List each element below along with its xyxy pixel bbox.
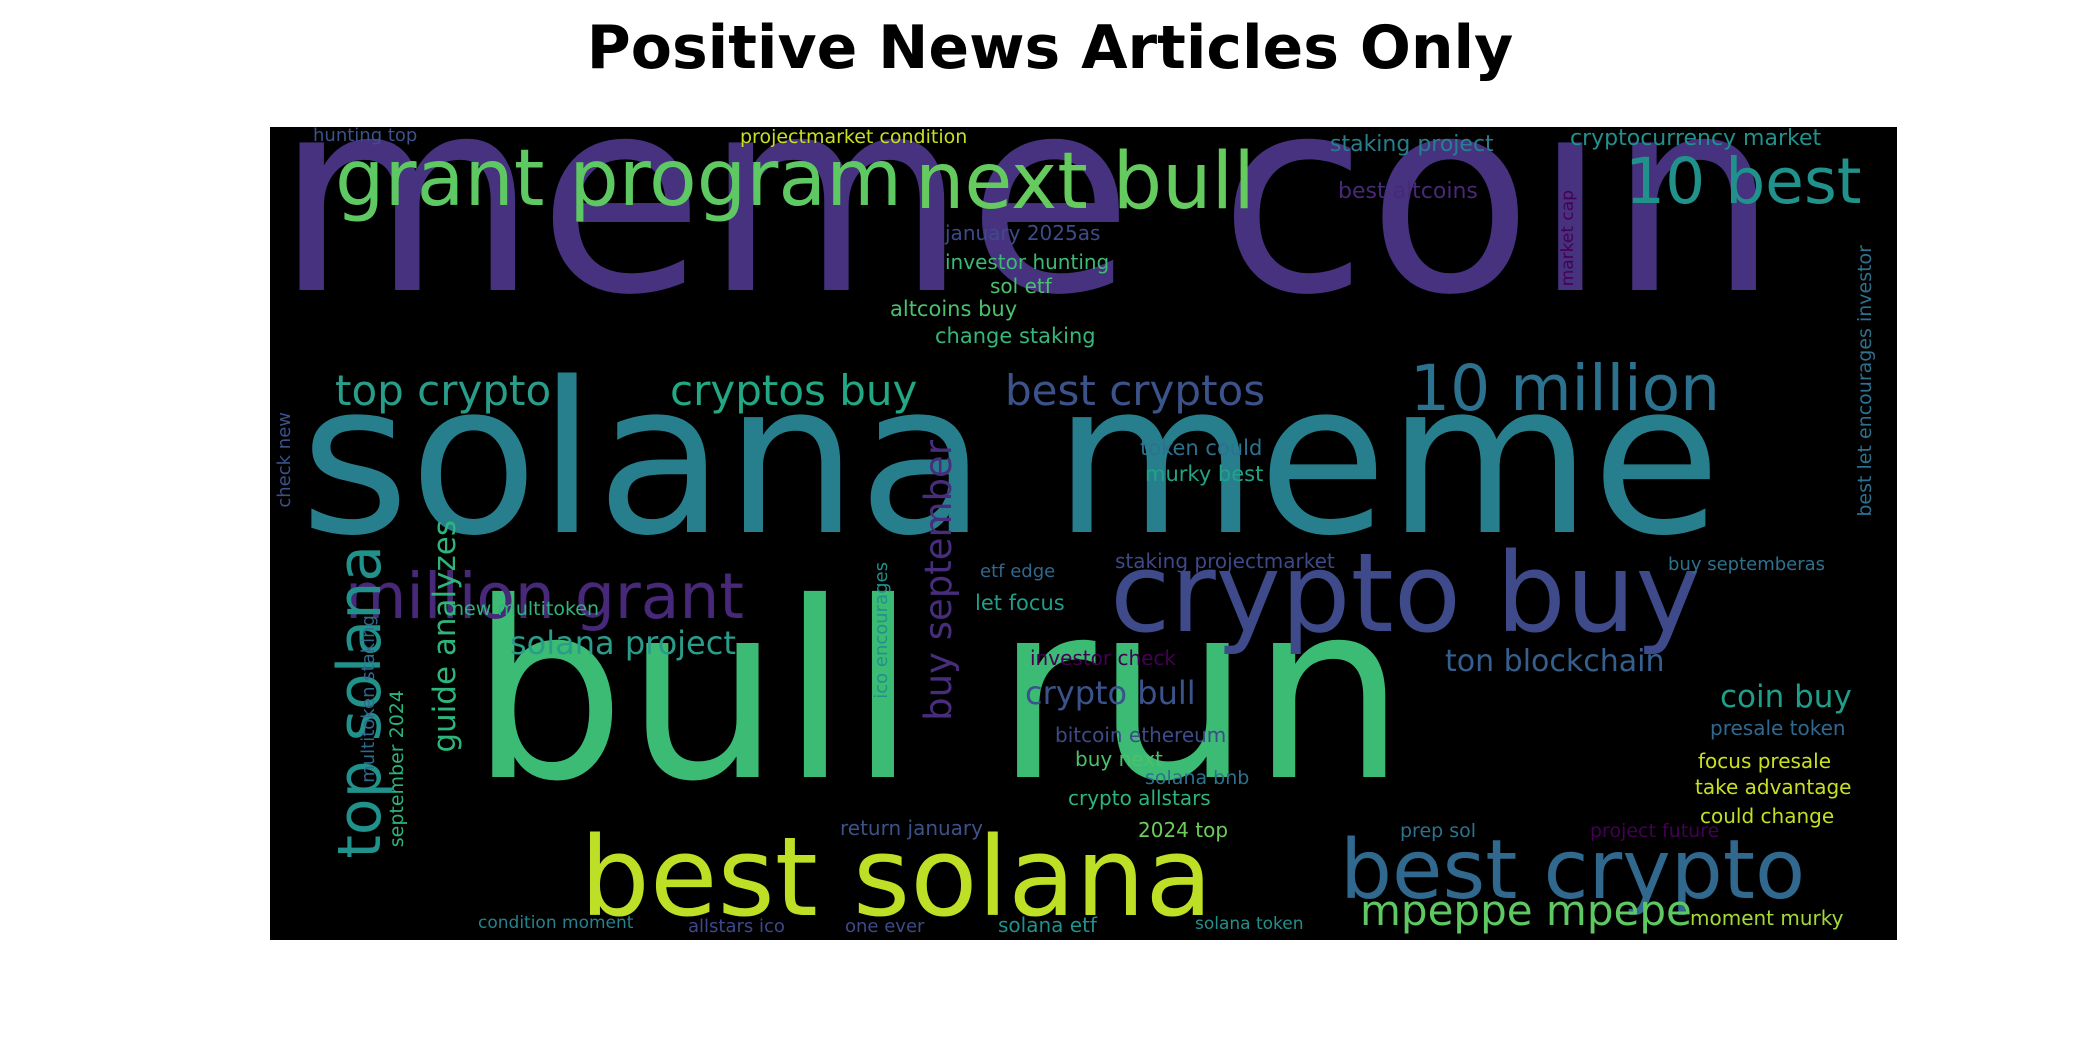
word-altcoins-buy: altcoins buy [890,297,1018,321]
word-cryptos-buy: cryptos buy [670,366,918,415]
word-solana-bnb: solana bnb [1145,767,1250,789]
word-investor-hunting: investor hunting [945,250,1110,274]
word-cloud: meme coin solana meme bull run best solana c… [270,127,1897,940]
word-ico-encourages: ico encourages [871,562,892,699]
word-best-crypto: best crypto [1340,823,1806,918]
word-ton-blockchain: ton blockchain [1445,644,1665,679]
word-meme-coin: meme coin [275,127,1779,354]
word-10-best: 10 best [1625,145,1862,218]
word-focus-presale: focus presale [1698,749,1832,773]
word-buy-septemberas: buy septemberas [1668,554,1826,575]
word-could-change: could change [1700,804,1835,828]
word-moment-murky: moment murky [1690,906,1844,930]
word-best-let-encourages-investor: best let encourages investor [1854,245,1876,517]
word-crypto-buy: crypto buy [1110,529,1701,657]
word-check-new: check new [274,412,295,508]
word-return-january: return january [840,816,983,840]
word-token-could: token could [1140,436,1263,460]
word-mpeppe-mpepe: mpeppe mpepe [1360,886,1692,935]
figure-title: Positive News Articles Only [586,13,1514,83]
word-projectmarket-condition: projectmarket condition [740,127,968,148]
word-investor-check: investor check [1030,646,1177,670]
word-solana-etf: solana etf [998,913,1097,937]
word-january-2025as: january 2025as [945,221,1101,245]
word-best-altcoins: best altcoins [1338,179,1478,204]
word-2024-top: 2024 top [1138,818,1229,842]
word-staking-projectmarket: staking projectmarket [1115,549,1335,573]
word-etf-edge: etf edge [980,561,1056,582]
word-10-million: 10 million [1410,352,1721,425]
word-market-cap: market cap [1558,190,1578,287]
word-top-crypto: top crypto [335,366,552,415]
word-best-solana: best solana [580,813,1213,940]
word-one-ever: one ever [845,916,925,937]
word-grant-program: grant program [335,134,903,224]
word-condition-moment: condition moment [478,913,634,933]
word-next-bull: next bull [915,137,1255,227]
word-allstars-ico: allstars ico [688,916,785,937]
word-buy-next: buy next [1075,747,1163,771]
word-hunting-top: hunting top [313,127,418,146]
word-new-multitoken: new multitoken [452,598,599,620]
word-best-cryptos: best cryptos [1005,366,1266,415]
word-bull-run: bull run [470,550,1407,835]
word-cryptocurrency-market: cryptocurrency market [1570,127,1822,151]
word-bitcoin-ethereum: bitcoin ethereum [1055,723,1227,747]
word-solana-project: solana project [510,624,736,662]
word-million-grant: million grant [345,560,745,633]
word-presale-token: presale token [1710,716,1846,740]
word-take-advantage: take advantage [1695,775,1852,799]
word-multitoken-staking: multitoken staking [358,615,379,783]
word-change-staking: change staking [935,324,1096,348]
word-let-focus: let focus [975,591,1065,615]
word-sol-etf: sol etf [990,274,1052,298]
word-buy-september: buy september [917,440,960,721]
word-project-future: project future [1590,820,1720,842]
word-murky-best: murky best [1145,462,1264,486]
word-guide-analyzes: guide analyzes [427,520,463,753]
word-coin-buy: coin buy [1720,679,1852,715]
word-solana-meme: solana meme [300,337,1721,582]
word-prep-sol: prep sol [1400,820,1477,842]
word-crypto-allstars: crypto allstars [1068,786,1211,810]
word-crypto-bull: crypto bull [1025,674,1196,712]
word-staking-project: staking project [1330,132,1494,157]
word-september-2024: september 2024 [386,690,408,848]
word-solana-token: solana token [1195,914,1304,934]
